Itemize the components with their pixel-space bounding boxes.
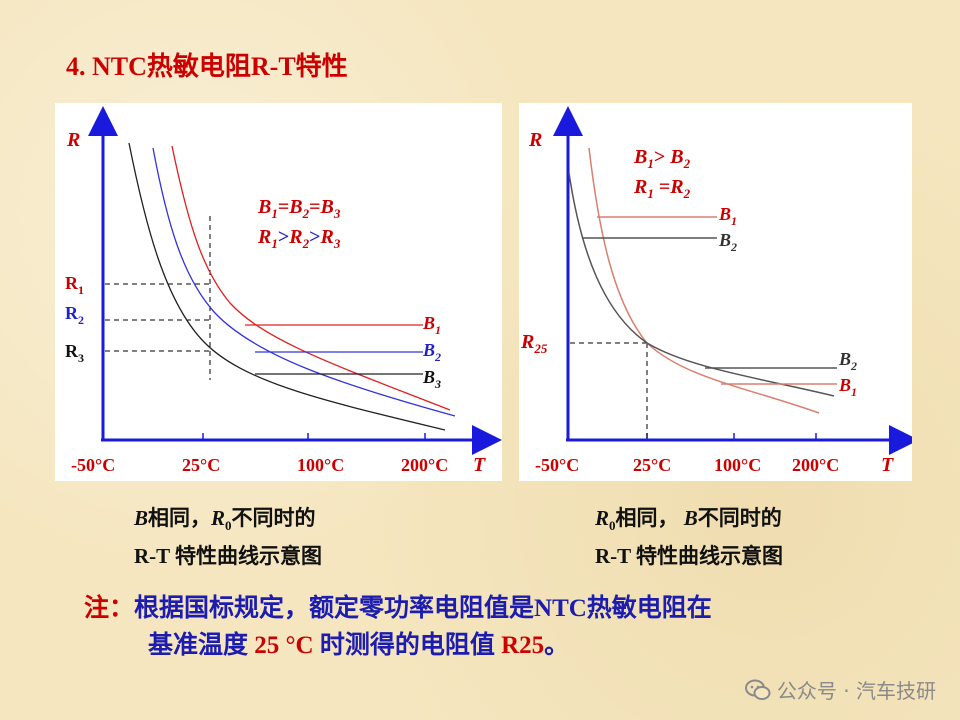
curve-b2	[568, 172, 835, 397]
note: 注：根据国标规定，额定零功率电阻值是NTC热敏电阻在 基准温度 25 °C 时测…	[84, 590, 712, 664]
rt-chart-left: R T -50°C 25°C 100°C 200°C R1 R2 R3 B1=B…	[65, 106, 502, 476]
page-title: 4. NTC热敏电阻R-T特性	[66, 52, 348, 81]
r2-label: R2	[65, 303, 84, 327]
curve-label-b2: B2	[422, 340, 441, 364]
caption-right-line1: R0相同， B不同时的	[595, 506, 782, 534]
curve-label-b3: B3	[422, 367, 441, 391]
wechat-icon	[744, 679, 771, 700]
x-axis-label: T	[473, 454, 486, 476]
r25-label: R25	[520, 331, 548, 356]
y-axis-label: R	[66, 129, 80, 151]
x-tick-label: 100°C	[297, 455, 344, 475]
curve-b1	[171, 145, 451, 411]
curve-b3	[128, 142, 446, 431]
watermark-text: 公众号 · 汽车技研	[776, 679, 936, 703]
x-tick-label: -50°C	[535, 455, 579, 475]
caption-right: R0相同， B不同时的 R-T 特性曲线示意图	[595, 503, 783, 571]
curve-label-b1-upper: B1	[718, 204, 737, 228]
x-tick-label: 100°C	[714, 455, 761, 475]
caption-left: B相同，R0不同时的 R-T 特性曲线示意图	[134, 503, 322, 571]
curve-label-b2-lower: B2	[838, 349, 857, 373]
x-tick-label: -50°C	[71, 455, 115, 475]
x-tick-label: 25°C	[182, 455, 220, 475]
x-tick-label: 200°C	[792, 455, 839, 475]
chart-panel-right: R T -50°C 25°C 100°C 200°C R25 B1> B2 R1…	[519, 103, 919, 481]
annotation-r-greater: R1>R2>R3	[257, 226, 341, 251]
annotation-r-equal: R1 =R2	[633, 176, 691, 203]
note-line1: 注：根据国标规定，额定零功率电阻值是NTC热敏电阻在	[84, 595, 712, 622]
curve-label-b2-upper: B2	[718, 230, 737, 254]
caption-right-line2: R-T 特性曲线示意图	[595, 544, 784, 569]
caption-left-line2: R-T 特性曲线示意图	[134, 544, 323, 569]
x-tick-label: 200°C	[401, 455, 448, 475]
caption-left-line1: B相同，R0不同时的	[134, 506, 316, 534]
rt-chart-right: R T -50°C 25°C 100°C 200°C R25 B1> B2 R1…	[520, 106, 919, 476]
annotation-b-equal: B1=B2=B3	[257, 196, 341, 221]
x-axis-label: T	[881, 454, 894, 476]
watermark: 公众号 · 汽车技研	[744, 675, 936, 704]
note-line2: 基准温度 25 °C 时测得的电阻值 R25。	[148, 632, 570, 659]
x-tick-label: 25°C	[633, 455, 671, 475]
y-axis-label: R	[528, 129, 542, 151]
annotation-b-greater: B1> B2	[633, 146, 691, 171]
curve-label-b1: B1	[422, 313, 441, 337]
r3-label: R3	[65, 341, 84, 365]
curve-b2	[152, 147, 456, 417]
curve-label-b1-lower: B1	[838, 375, 857, 399]
curve-b1	[588, 147, 820, 414]
chart-panel-left: R T -50°C 25°C 100°C 200°C R1 R2 R3 B1=B…	[55, 103, 502, 481]
r1-label: R1	[65, 273, 84, 297]
